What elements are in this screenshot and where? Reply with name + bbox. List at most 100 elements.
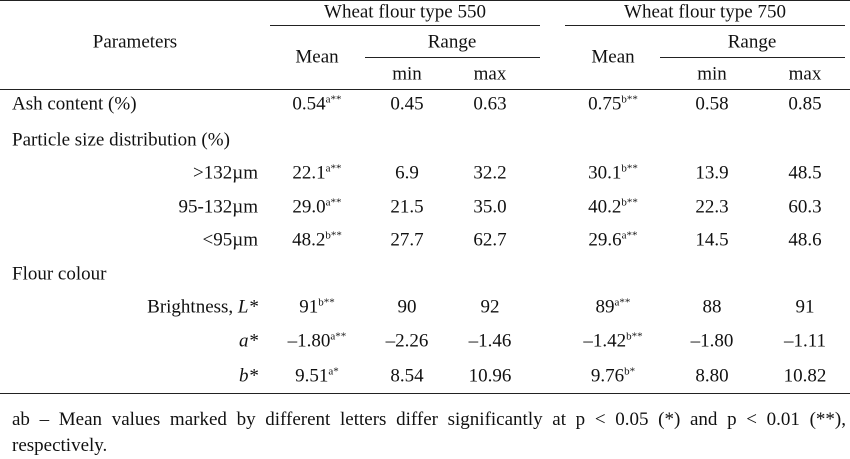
cell-value: 22.3 [695,196,729,218]
cell: 90 [398,298,417,317]
cell-value: 9.76 [590,365,625,387]
row-label-text: <95µm [202,229,258,251]
cell: 13.9 [695,164,728,183]
cell-value: 8.80 [695,365,729,387]
section-label: Particle size distribution (%) [12,129,230,151]
cell-value: 0.58 [695,93,729,115]
cell: 89a** [596,297,631,317]
significance-mark: a** [330,330,347,343]
cell: 29.0a** [292,196,341,218]
cell: 0.63 [473,95,506,114]
cell-value: –1.80 [690,330,734,352]
cell-value: 29.0 [292,196,326,218]
cell: 9.76b* [590,365,636,387]
parameters-header: Parameters [92,31,178,53]
cell: 62.7 [473,231,506,250]
significance-mark: b** [318,296,335,309]
cell-value: 60.3 [788,196,822,218]
cell: 8.80 [695,367,728,386]
cell-value: 48.5 [788,162,822,184]
cell: 91 [796,298,815,317]
cell: 0.58 [695,95,728,114]
cell-value: –1.11 [783,330,827,352]
cell-value: 6.9 [395,162,419,184]
cell: 6.9 [395,164,419,183]
group-rule [565,25,845,26]
significance-mark: a* [328,365,339,378]
cell: 48.5 [788,164,821,183]
bottom-rule [0,393,850,394]
cell-value: 35.0 [473,196,507,218]
range-header: Range [427,31,477,53]
cell: –1.46 [469,332,512,351]
cell: 92 [481,298,500,317]
row-symbol: b* [239,365,258,387]
range-rule [365,57,540,58]
cell-value: 14.5 [695,229,729,251]
cell-value: 0.54 [292,93,326,115]
cell-value: 0.63 [473,93,507,115]
row-label: <95µm [203,231,258,250]
row-label: 95-132µm [178,198,258,217]
max-header: max [473,63,507,85]
cell: 88 [703,298,722,317]
cell-value: 0.45 [390,93,424,115]
significance-mark: a** [325,93,342,106]
min-header: min [392,63,422,85]
significance-mark: b* [624,365,636,378]
cell-value: 13.9 [695,162,729,184]
cell: 21.5 [390,198,423,217]
cell-value: –1.42 [583,330,627,352]
significance-mark: b** [621,162,638,175]
significance-mark: a** [325,162,342,175]
group-title: Wheat flour type 750 [624,1,786,23]
cell-value: –1.80 [287,330,331,352]
cell-value: 27.7 [390,229,424,251]
row-label-text: Brightness, [147,296,234,318]
cell-value: 29.6 [588,229,622,251]
cell: 22.1a** [292,162,342,184]
significance-mark: b** [621,93,638,106]
cell: –1.80a** [287,330,347,352]
section-label: Flour colour [12,263,107,285]
mean-header: Mean [295,46,339,68]
cell-value: –1.46 [468,330,512,352]
cell: 48.6 [788,231,821,250]
cell-value: 22.1 [292,162,326,184]
cell: 27.7 [390,231,423,250]
range-rule [660,57,845,58]
max-header: max [788,63,822,85]
cell: 35.0 [473,198,506,217]
cell-value: 21.5 [390,196,424,218]
cell-value: 40.2 [588,196,622,218]
significance-mark: a** [621,229,638,242]
cell: –2.26 [386,332,429,351]
cell-value: 0.85 [788,93,822,115]
cell: –1.42b** [583,330,642,352]
row-symbol: L* [237,296,258,318]
cell: 32.2 [473,164,506,183]
cell: 22.3 [695,198,728,217]
cell-value: –2.26 [385,330,429,352]
header-rule [0,89,850,90]
cell: 10.82 [784,367,827,386]
cell: 40.2b** [588,196,638,218]
row-label: Ash content (%) [12,93,137,115]
group-rule [270,25,540,26]
cell-value: 0.75 [588,93,622,115]
cell: 60.3 [788,198,821,217]
cell-value: 91 [299,296,319,318]
cell: 0.45 [390,95,423,114]
cell: 10.96 [469,367,512,386]
cell-value: 92 [480,296,500,318]
cell-value: 48.6 [788,229,822,251]
cell: 29.6a** [588,229,638,251]
group-title: Wheat flour type 550 [324,1,486,23]
significance-mark: b** [325,229,342,242]
cell-value: 88 [702,296,722,318]
cell-value: 91 [795,296,815,318]
cell: 0.54a** [292,93,342,115]
cell: 30.1b** [588,162,638,183]
cell: 48.2b** [292,229,342,250]
